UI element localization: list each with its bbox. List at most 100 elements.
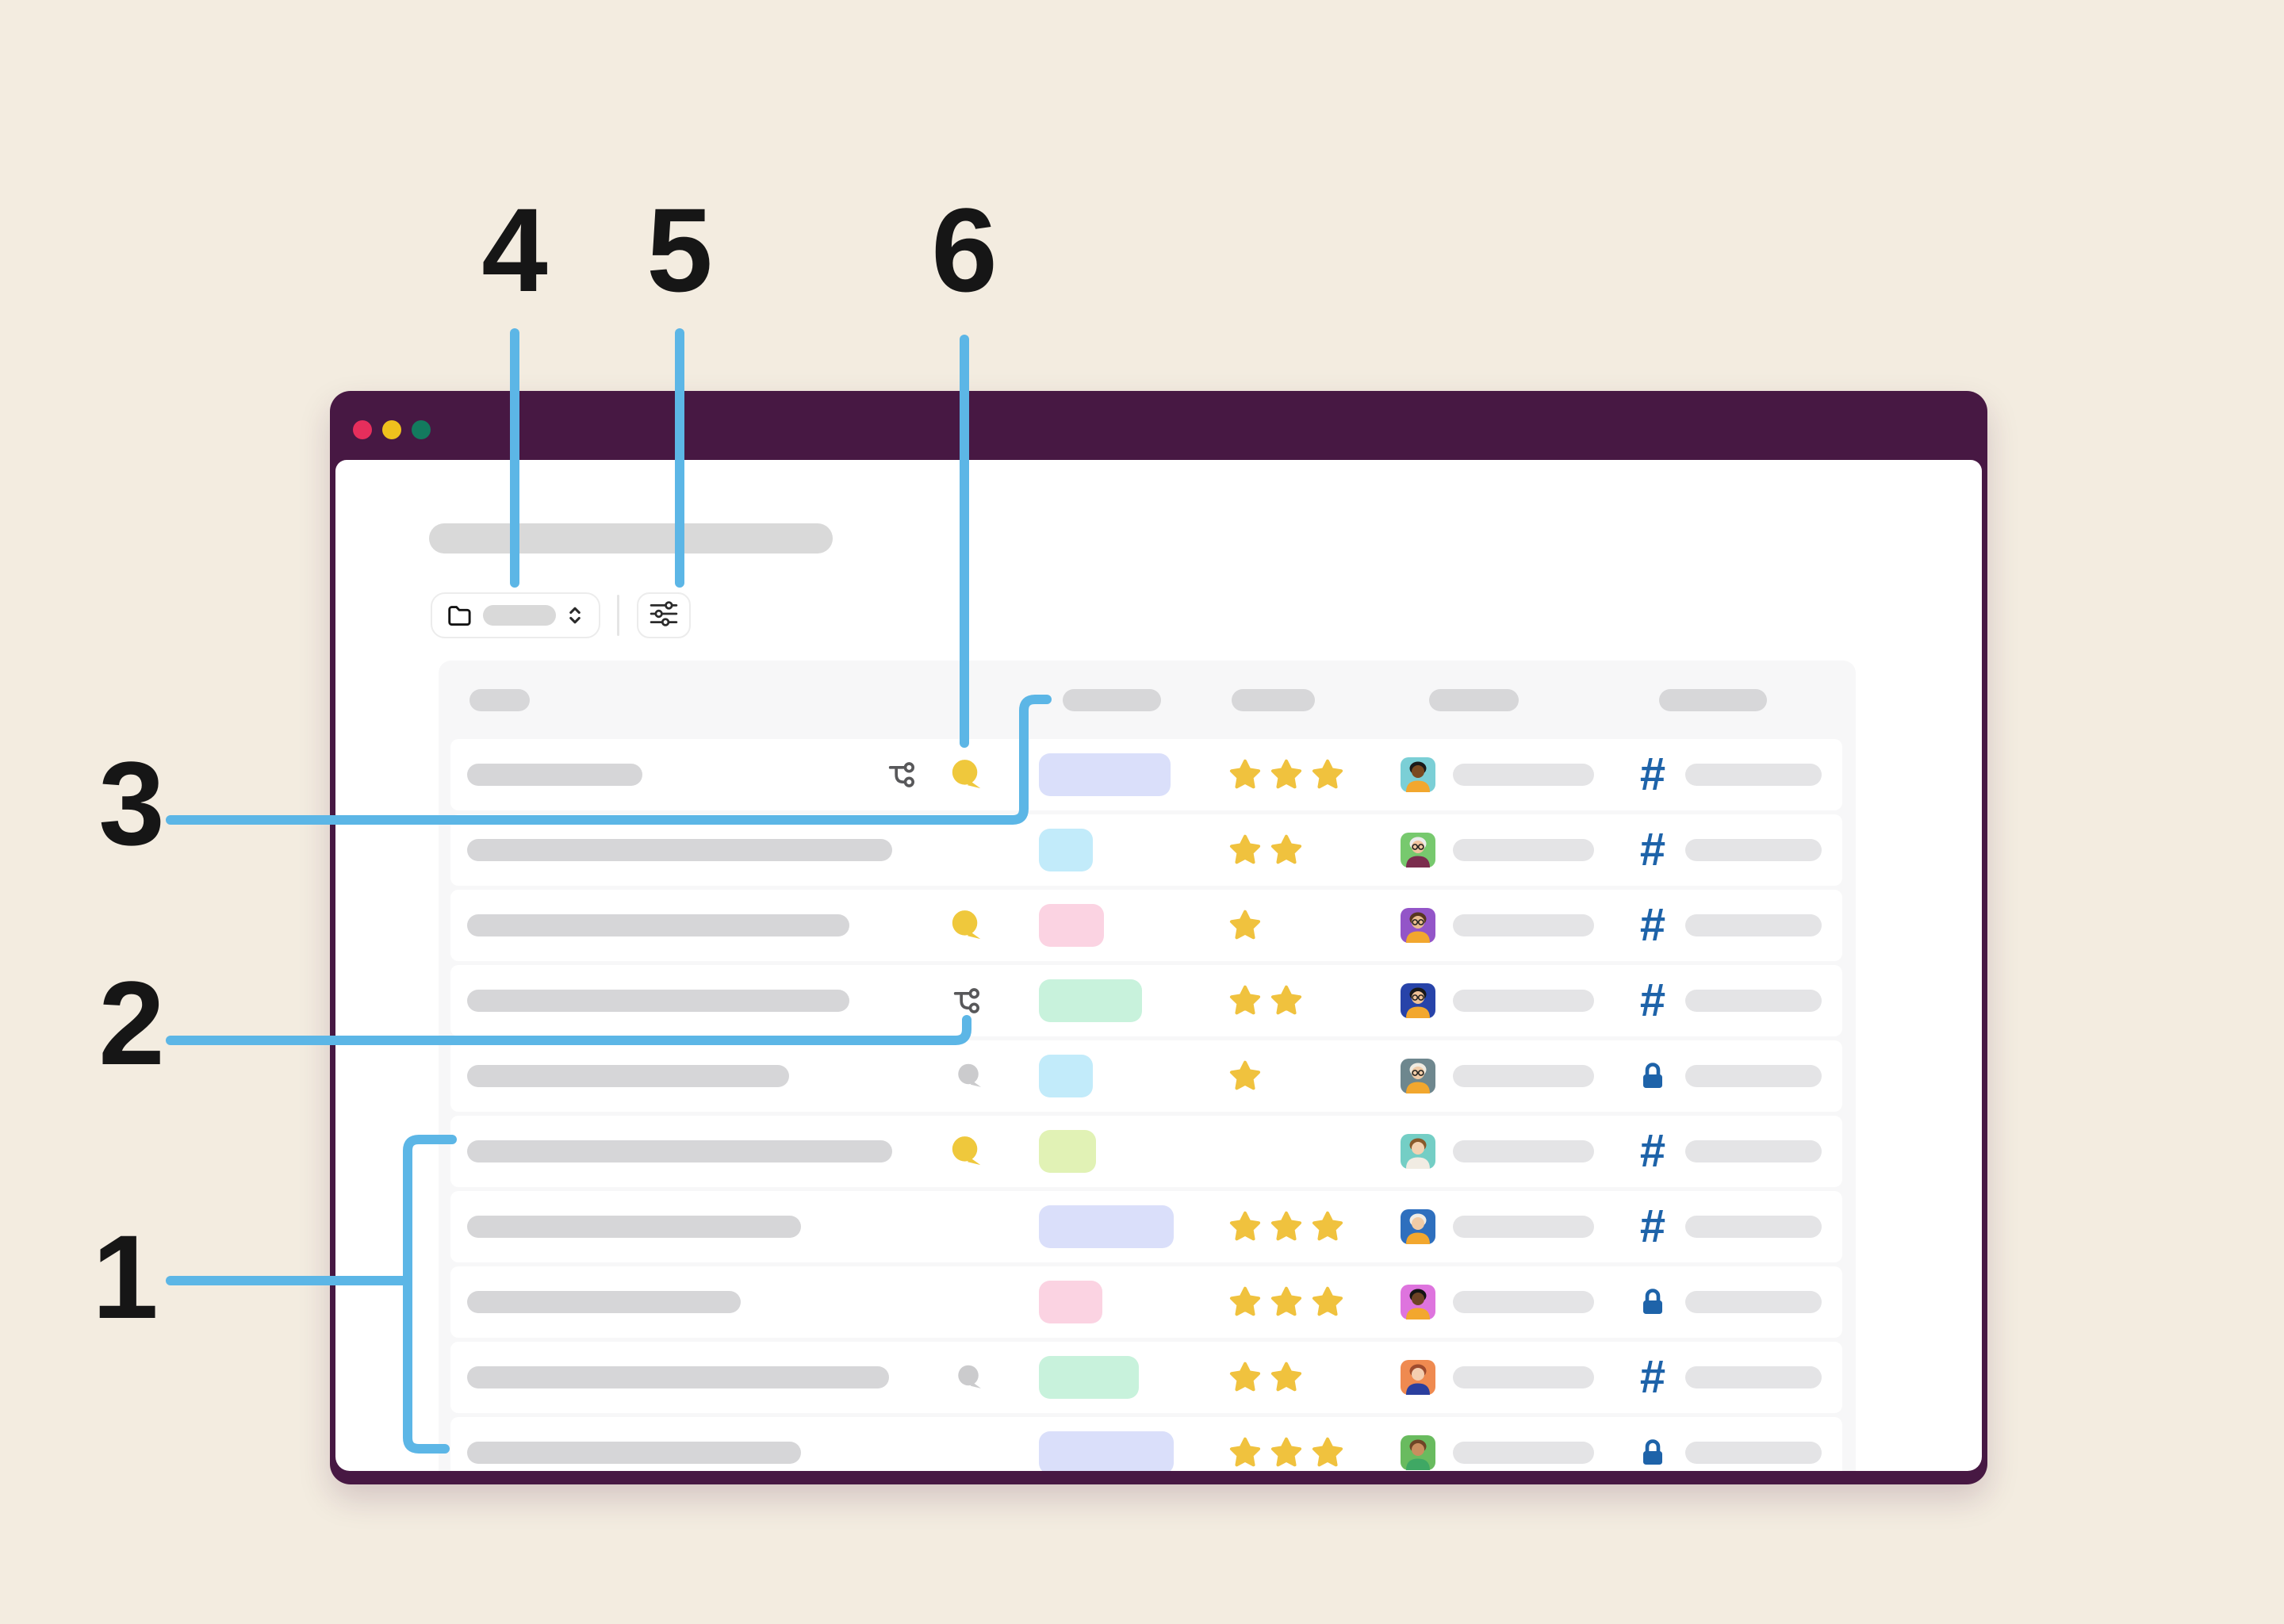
- owner-name-placeholder: [1453, 990, 1594, 1012]
- avatar: [1401, 1134, 1435, 1169]
- star-icon: [1269, 983, 1304, 1018]
- avatar: [1401, 983, 1435, 1018]
- table-row[interactable]: [450, 1417, 1842, 1471]
- star-icon: [1269, 1285, 1304, 1320]
- status-pill: [1039, 1055, 1093, 1097]
- workflow-icon: [887, 759, 918, 791]
- avatar: [1401, 833, 1435, 868]
- row-name-placeholder: [467, 1065, 789, 1087]
- table-row[interactable]: #: [450, 814, 1842, 886]
- channel-name-placeholder: [1685, 990, 1822, 1012]
- status-pill: [1039, 1130, 1096, 1173]
- row-indicator-icons: [847, 1266, 983, 1338]
- rating-stars: [1228, 1435, 1345, 1470]
- app-window: # # # #: [330, 391, 1987, 1484]
- rating-stars: [1228, 833, 1304, 868]
- channel-name-placeholder: [1685, 1366, 1822, 1388]
- owner-name-placeholder: [1453, 1366, 1594, 1388]
- star-icon: [1269, 757, 1304, 792]
- channel-name-placeholder: [1685, 764, 1822, 786]
- table-row[interactable]: #: [450, 1116, 1842, 1187]
- rating-stars: [1228, 908, 1263, 943]
- owner-name-placeholder: [1453, 764, 1594, 786]
- folder-select-dropdown[interactable]: [431, 592, 600, 638]
- star-icon: [1228, 983, 1263, 1018]
- message-icon: [950, 909, 983, 942]
- table-row[interactable]: #: [450, 1342, 1842, 1413]
- star-icon: [1228, 833, 1263, 868]
- traffic-light-close[interactable]: [353, 420, 372, 439]
- traffic-light-zoom[interactable]: [412, 420, 431, 439]
- callout-number-6: 6: [931, 183, 998, 316]
- hash-icon: #: [1639, 824, 1666, 875]
- folder-icon: [446, 603, 473, 627]
- row-name-placeholder: [467, 1366, 889, 1388]
- row-indicator-icons: [847, 739, 983, 810]
- column-header-placeholder-5[interactable]: [1659, 689, 1767, 711]
- star-icon: [1228, 757, 1263, 792]
- status-pill: [1039, 979, 1142, 1022]
- column-header-placeholder-2[interactable]: [1063, 689, 1161, 711]
- table-rows: # # # #: [450, 739, 1842, 1471]
- message-icon: [950, 758, 983, 791]
- star-icon: [1269, 1360, 1304, 1395]
- window-content: # # # #: [335, 460, 1982, 1471]
- column-header-placeholder-3[interactable]: [1232, 689, 1315, 711]
- table-row[interactable]: [450, 1040, 1842, 1112]
- row-name-placeholder: [467, 1140, 892, 1162]
- column-header-placeholder-1: [469, 689, 530, 711]
- star-icon: [1228, 1435, 1263, 1470]
- table-row[interactable]: #: [450, 1191, 1842, 1262]
- channel-name-placeholder: [1685, 914, 1822, 936]
- owner-name-placeholder: [1453, 914, 1594, 936]
- filter-button[interactable]: [637, 592, 691, 638]
- filter-sliders-icon: [650, 600, 678, 630]
- star-icon: [1310, 1435, 1345, 1470]
- row-indicator-icons: [847, 890, 983, 961]
- row-indicator-icons: [847, 1417, 983, 1471]
- table-row[interactable]: #: [450, 739, 1842, 810]
- owner-name-placeholder: [1453, 1291, 1594, 1313]
- row-name-placeholder: [467, 990, 849, 1012]
- hash-icon: #: [1639, 899, 1666, 951]
- chevron-up-down-icon: [567, 604, 583, 626]
- rating-stars: [1228, 757, 1345, 792]
- traffic-light-minimize[interactable]: [382, 420, 401, 439]
- avatar: [1401, 1059, 1435, 1094]
- star-icon: [1228, 1209, 1263, 1244]
- callout-number-3: 3: [98, 737, 165, 870]
- rating-stars: [1228, 1360, 1304, 1395]
- list-table: # # # #: [439, 661, 1856, 1471]
- channel-name-placeholder: [1685, 1442, 1822, 1464]
- hash-icon: #: [1639, 1201, 1666, 1252]
- hash-icon: #: [1639, 975, 1666, 1026]
- channel-name-placeholder: [1685, 1216, 1822, 1238]
- callout-number-2: 2: [98, 956, 165, 1090]
- hash-icon: #: [1639, 1351, 1666, 1403]
- row-indicator-icons: [847, 1191, 983, 1262]
- row-indicator-icons: [847, 814, 983, 886]
- star-icon: [1269, 1209, 1304, 1244]
- status-pill: [1039, 904, 1104, 947]
- table-row[interactable]: #: [450, 890, 1842, 961]
- owner-name-placeholder: [1453, 1140, 1594, 1162]
- callout-number-1: 1: [92, 1210, 159, 1343]
- table-row[interactable]: [450, 1266, 1842, 1338]
- star-icon: [1228, 1285, 1263, 1320]
- column-header-placeholder-4[interactable]: [1429, 689, 1519, 711]
- status-pill: [1039, 753, 1171, 796]
- channel-name-placeholder: [1685, 839, 1822, 861]
- status-pill: [1039, 1281, 1102, 1323]
- lock-icon: [1623, 1040, 1683, 1112]
- channel-name-placeholder: [1685, 1140, 1822, 1162]
- avatar: [1401, 1360, 1435, 1395]
- star-icon: [1269, 1435, 1304, 1470]
- channel-name-placeholder: [1685, 1291, 1822, 1313]
- workflow-icon: [952, 985, 983, 1017]
- toolbar-divider: [617, 595, 619, 636]
- row-name-placeholder: [467, 764, 642, 786]
- folder-name-placeholder: [483, 605, 556, 626]
- hash-icon: #: [1639, 1125, 1666, 1177]
- table-row[interactable]: #: [450, 965, 1842, 1036]
- message-icon-muted: [956, 1364, 983, 1391]
